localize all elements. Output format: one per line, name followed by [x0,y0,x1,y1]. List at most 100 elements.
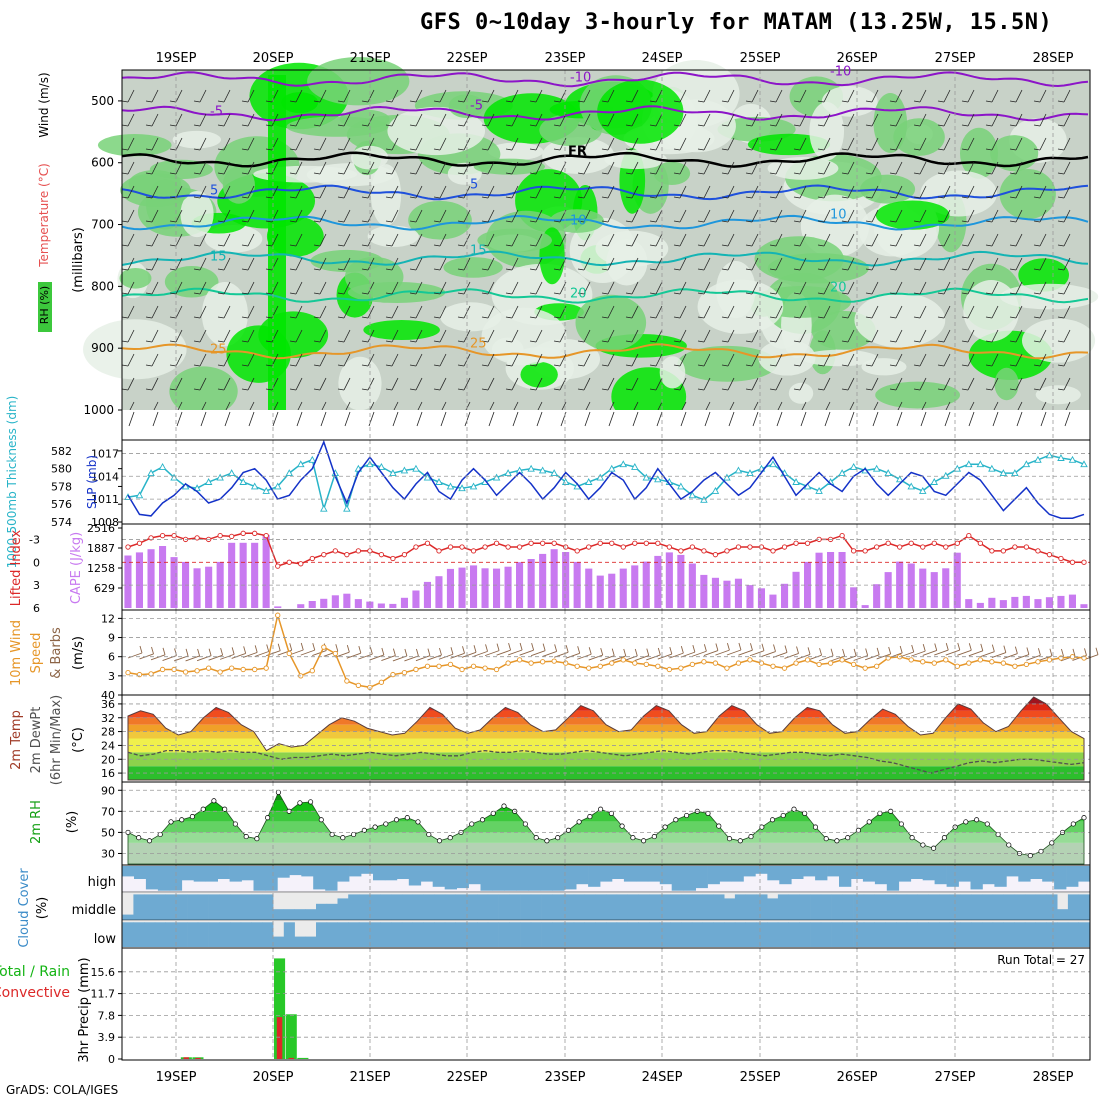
wind-barb [1039,137,1047,151]
cape-tick-label: 1258 [87,562,115,575]
thickness-line-marker [642,473,651,481]
date-label-bottom: 21SEP [350,1070,391,1085]
wind-barb [607,185,615,199]
wind-barb [823,353,831,367]
wind-barb [247,305,255,319]
cloud-full-title: Cloud Cover (%) [0,0,9,1]
wind-barb [391,209,399,223]
cape-bar [550,549,558,608]
wind-barb [703,209,711,223]
date-label-bottom: 25SEP [740,1070,781,1085]
cloud-high-cell [313,866,326,890]
wind-barb [799,305,807,319]
wind-barb [367,281,375,295]
wind-barb [367,353,375,367]
cape-bar [343,593,351,608]
wind-barb-10m-flag [784,645,788,653]
isotherm-label: 20 [570,287,587,302]
wind-barb-10m-flag [254,645,258,653]
wind-barb [799,89,807,103]
wind-barb [439,89,447,103]
wind-barb [703,233,711,247]
lifted-index-line-marker [436,548,442,554]
cape-bar [907,563,915,608]
wind-barb [439,329,447,343]
wind-barb [511,161,519,175]
wind-barb [127,329,135,343]
wind-barb [727,209,735,223]
precip-convective-bar [276,1017,283,1059]
wind-barb [1015,257,1023,271]
thickness-line-marker [895,475,904,483]
date-label-top: 21SEP [350,51,391,66]
lifted-index-line-marker [355,548,362,554]
rh-shade-blob [387,106,486,156]
cape-bar [331,595,339,608]
wind-barb-flag [361,316,369,319]
wind-barb [847,161,855,175]
wind-barb [343,209,351,223]
wind-barb [343,137,351,151]
wind-barb-flag [649,220,657,223]
wind-barb [871,233,879,247]
lifted-index-line-marker [804,540,811,546]
wind-barb [391,113,399,127]
wind-barb-flag [961,268,969,271]
wind-barb-flag [433,292,441,295]
precip-convective-bar [183,1057,189,1059]
wind-barb [319,89,327,103]
wind-barb [1064,411,1071,427]
wind-barb-flag [793,124,801,127]
wind-barb [776,411,783,427]
wind-barb [487,185,495,199]
wind-barb [439,185,447,199]
cloud-high-cell [862,866,876,882]
date-label-bottom: 19SEP [156,1070,197,1085]
thickness-line-marker [343,504,351,512]
wind-barb-flag [313,172,321,175]
wind-barb [655,353,663,367]
cape-bar [1011,596,1019,608]
cloud-low-cell [831,922,843,947]
wind-barb [295,281,303,295]
wind-barb-10m [162,655,177,661]
wind-barb-flag [985,172,993,175]
wind-barb [775,353,783,367]
cloud-low-cell [316,922,328,947]
wind-barb [199,137,207,151]
wind-barb-flag [721,100,729,103]
wind-barb-flag [505,148,513,151]
wind-barb [631,185,639,199]
cloud-middle-cell [799,894,811,920]
wind-barb [967,281,975,295]
wind-barb [391,257,399,271]
wind-barb-flag [745,340,753,343]
rh-shade-blob [854,292,946,348]
lifted-index-tick-label: -3 [29,533,40,546]
cloud-low-cell [627,922,639,947]
wind-barb [848,411,855,427]
wind-barb [919,209,927,223]
rh-tick-label: 70 [101,805,115,818]
wind-barb [295,257,303,271]
wind-barb [343,185,351,199]
cloud-low-cell [563,922,575,947]
wind-barb-flag [1033,292,1041,295]
cloud-high-cell [289,866,302,876]
wind-barb [823,161,831,175]
wind-barb [1039,185,1047,199]
temp-band [128,710,1084,718]
lifted-index-line-marker [689,544,696,550]
rh-point [866,819,872,825]
lifted-index-line-marker [1046,552,1053,558]
wind-barb-flag [409,388,417,391]
cape-bar [1068,594,1076,608]
wind-barb-flag [985,292,993,295]
wind-barb [343,329,351,343]
wind-barb [967,209,975,223]
slp-tick-label: 1017 [91,447,119,460]
wind-barb [1063,329,1071,343]
wind-barb-flag [121,292,129,295]
rh-point [619,823,625,829]
lifted-index-line-marker [977,540,983,546]
